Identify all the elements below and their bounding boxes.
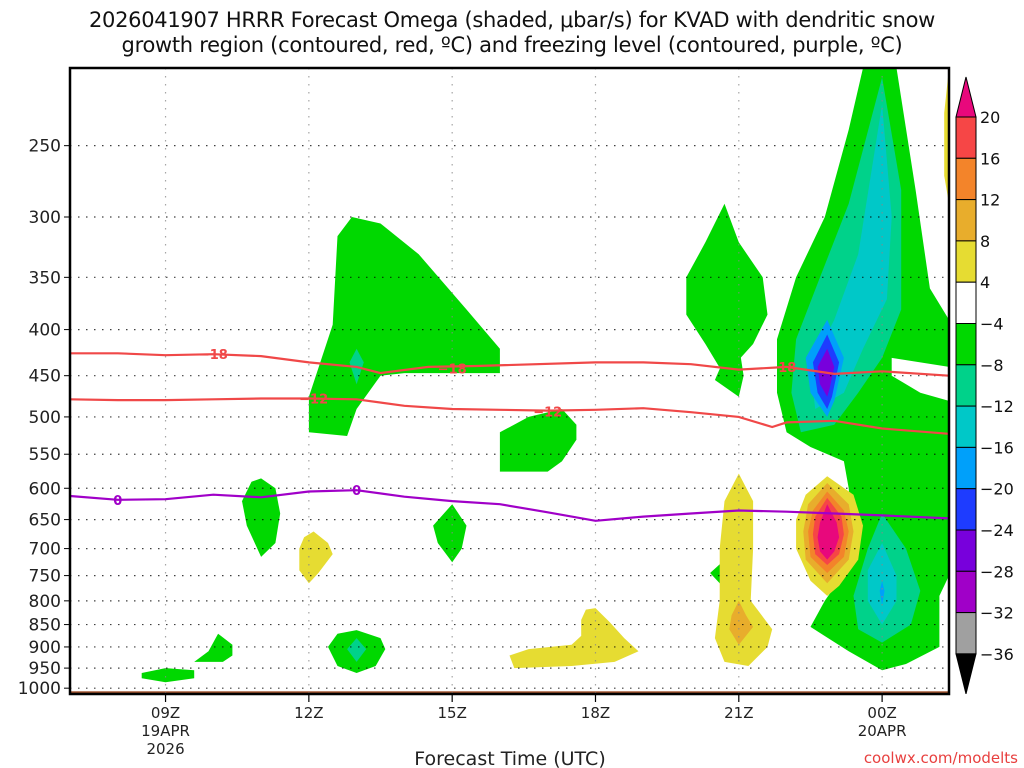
x-tick-label: 12Z <box>294 704 323 722</box>
x-axis-label: Forecast Time (UTC) <box>414 748 605 768</box>
contour-label: −18 <box>199 348 228 363</box>
plot-frame <box>68 66 951 696</box>
colorbar-label: −8 <box>980 356 1004 375</box>
colorbar-bottom-arrow <box>955 653 977 695</box>
omega-region-9 <box>347 638 367 662</box>
colorbar-legend: 20 16 12 8 4 −4 −8 −12 −16 −20 −24 −28 −32 −36 <box>955 76 1014 695</box>
omega-region-5 <box>242 478 281 557</box>
y-tick-label: 550 <box>29 445 61 465</box>
contour-line-2 <box>70 489 949 522</box>
credit-text: coolwx.com/modelts <box>864 749 1018 767</box>
colorbar-bin <box>955 446 977 490</box>
colorbar-label: −12 <box>980 397 1014 416</box>
x-tick-label: 00Z <box>867 704 896 722</box>
omega-region-4 <box>714 344 744 397</box>
colorbar-bin <box>955 570 977 614</box>
colorbar-label: 16 <box>980 149 1000 168</box>
omega-region-2 <box>686 203 768 376</box>
colorbar-bin <box>955 612 977 655</box>
x-tick-label: 18Z <box>581 704 610 722</box>
contour-label: −18 <box>767 361 796 376</box>
colorbar-bin <box>955 157 977 201</box>
y-tick-label: 900 <box>29 638 61 658</box>
ground-terrain <box>70 691 949 694</box>
colorbar-label: −32 <box>980 604 1014 623</box>
chart-title-line-1: 2026041907 HRRR Forecast Omega (shaded, … <box>88 8 936 32</box>
colorbar-label: −24 <box>980 521 1014 540</box>
y-tick-label: 300 <box>29 208 61 228</box>
x-tick-label: 15Z <box>437 704 466 722</box>
colorbar-label: −16 <box>980 438 1014 457</box>
chart-title-line-2: growth region (contoured, red, ºC) and f… <box>121 33 903 57</box>
colorbar-bin <box>955 323 977 366</box>
omega-region-26 <box>714 473 773 666</box>
y-tick-label: 400 <box>29 321 61 341</box>
x-tick-label: 2026 <box>146 740 184 758</box>
y-tick-label: 950 <box>29 659 61 679</box>
y-tick-label: 600 <box>29 479 61 499</box>
x-tick-label: 21Z <box>724 704 753 722</box>
omega-region-0 <box>308 217 500 436</box>
chart-title: 2026041907 HRRR Forecast Omega (shaded, … <box>0 8 1024 58</box>
y-tick-label: 500 <box>29 408 61 428</box>
contour-lines: −18 −18 −18 −12 −12 0 0 <box>70 348 949 522</box>
y-tick-label: 800 <box>29 592 61 612</box>
omega-region-20 <box>879 580 885 606</box>
colorbar-label: 4 <box>980 273 990 292</box>
colorbar-label: 8 <box>980 232 990 251</box>
y-tick-label: 850 <box>29 616 61 636</box>
y-tick-label: 250 <box>29 137 61 157</box>
colorbar-label: 12 <box>980 191 1000 210</box>
colorbar-bin <box>955 529 977 572</box>
omega-region-25 <box>817 504 840 560</box>
colorbar-bin <box>955 405 977 448</box>
grid <box>70 68 949 694</box>
contour-label: 0 <box>352 484 361 499</box>
omega-region-29 <box>299 531 333 584</box>
contour-line-0 <box>70 352 949 377</box>
ground-fill <box>70 691 949 694</box>
colorbar-bin <box>955 199 977 242</box>
colorbar-label: −4 <box>980 315 1004 334</box>
y-tick-label: 750 <box>29 567 61 587</box>
omega-region-27 <box>729 600 754 645</box>
colorbar-top-arrow <box>955 76 977 118</box>
contour-line-1 <box>70 397 949 435</box>
contour-label: −12 <box>533 405 562 420</box>
colorbar-label: −28 <box>980 562 1014 581</box>
colorbar-bin <box>955 116 977 159</box>
omega-region-28 <box>509 608 639 669</box>
colorbar-bin <box>955 488 977 531</box>
contour-label: −12 <box>299 392 328 407</box>
omega-region-6 <box>433 504 467 563</box>
colorbar-bin <box>955 240 977 283</box>
y-tick-label: 650 <box>29 511 61 531</box>
y-axis: 2503003504004505005506006507007508008509… <box>18 137 70 699</box>
y-tick-label: 700 <box>29 540 61 560</box>
y-tick-label: 350 <box>29 268 61 288</box>
omega-region-10 <box>194 633 233 662</box>
contour-label: −18 <box>438 363 467 378</box>
x-tick-label: 09Z <box>151 704 180 722</box>
y-tick-label: 450 <box>29 367 61 387</box>
x-tick-label: 20APR <box>858 722 907 740</box>
colorbar-bin <box>955 281 977 325</box>
colorbar-bin <box>955 364 977 407</box>
omega-shading <box>141 68 949 683</box>
contour-label: 0 <box>113 494 122 509</box>
colorbar-label: −36 <box>980 645 1014 664</box>
y-tick-label: 1000 <box>18 679 61 699</box>
omega-region-3 <box>499 409 577 472</box>
x-tick-label: 19APR <box>141 722 190 740</box>
colorbar-label: −20 <box>980 480 1014 499</box>
omega-region-11 <box>141 668 195 683</box>
colorbar-label: 20 <box>980 108 1000 127</box>
